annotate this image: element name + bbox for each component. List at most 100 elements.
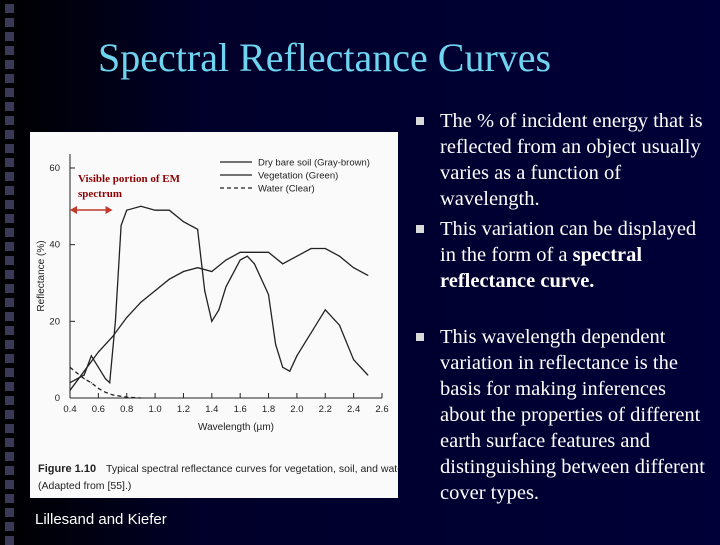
legend-label-3: Water (Clear) <box>258 184 315 195</box>
figure-caption-label: Figure 1.10 <box>38 463 96 475</box>
series-3-point <box>126 396 128 398</box>
figure-caption-source: (Adapted from [55].) <box>38 480 131 492</box>
series-2-point <box>211 320 213 322</box>
series-2-point <box>114 320 116 322</box>
series-2-point <box>267 293 270 296</box>
bullet-marker <box>416 333 424 341</box>
decoration-square <box>5 242 14 251</box>
decoration-square <box>5 382 14 391</box>
bullet-marker <box>416 117 424 125</box>
series-1-point <box>83 370 85 372</box>
series-2-point <box>197 228 199 230</box>
series-1-point <box>367 274 369 276</box>
series-1-point <box>353 267 355 269</box>
series-2-point <box>296 355 298 357</box>
series-1-point <box>182 270 185 273</box>
bullet-text-3: This wavelength dependent variation in r… <box>440 326 705 504</box>
decoration-square <box>5 368 14 377</box>
series-1-point <box>97 351 99 353</box>
x-tick-label: 1.6 <box>234 404 247 415</box>
x-tick-label: 1.2 <box>177 404 190 415</box>
series-1-point <box>126 316 128 319</box>
decoration-square <box>5 18 14 27</box>
series-3-point <box>104 391 107 393</box>
series-3-point <box>76 372 78 374</box>
arrow-head-left <box>70 206 77 214</box>
series-2-point <box>104 378 107 380</box>
decoration-square <box>5 228 14 237</box>
decoration-square <box>5 256 14 265</box>
series-3-point <box>97 387 99 389</box>
decoration-square <box>5 536 14 545</box>
decoration-square <box>5 466 14 475</box>
series-1-point <box>267 251 270 253</box>
arrow-head-right <box>105 206 113 214</box>
bullet-marker <box>416 225 424 233</box>
series-2-point <box>120 224 122 227</box>
series-2-point <box>126 209 128 211</box>
series-2-point <box>140 205 142 207</box>
series-line-2 <box>69 205 369 385</box>
series-2-point <box>353 359 355 361</box>
series-2-point <box>76 378 78 380</box>
series-2-point <box>324 309 326 311</box>
series-1-point <box>296 255 298 257</box>
y-tick-label: 40 <box>49 240 60 251</box>
series-2-point <box>97 366 99 368</box>
bullet-text-1: The % of incident energy that is reflect… <box>440 110 703 210</box>
slide-decoration-strip <box>0 0 22 545</box>
decoration-square <box>5 88 14 97</box>
x-tick-label: 2.0 <box>290 404 303 415</box>
series-1-point <box>197 267 199 269</box>
decoration-square <box>5 494 14 503</box>
decoration-square <box>5 508 14 517</box>
series-1-point <box>154 290 156 292</box>
decoration-square <box>5 270 14 279</box>
series-2-point <box>282 366 284 368</box>
series-1-point <box>310 247 312 250</box>
series-2-point <box>367 374 369 376</box>
series-3-point <box>111 394 114 396</box>
series-2-point <box>275 343 277 345</box>
series-2-point <box>154 209 156 211</box>
decoration-square <box>5 312 14 321</box>
decoration-square <box>5 102 14 111</box>
decoration-square <box>5 46 14 55</box>
series-2-point <box>289 370 291 372</box>
legend-label-1: Dry bare soil (Gray-brown) <box>258 158 370 169</box>
series-2-point <box>182 221 185 223</box>
series-2-point <box>246 255 248 257</box>
series-2-point <box>204 290 206 292</box>
reflectance-chart: 0.4 0.6 0.8 1.0 1.2 1.4 1.6 1.8 2.0 2.2 2.4 2.6 0 20 4… <box>36 154 409 492</box>
legend-label-2: Vegetation (Green) <box>258 171 338 182</box>
decoration-square <box>5 298 14 307</box>
y-axis-label: Reflectance (%) <box>36 240 47 311</box>
decoration-square <box>5 522 14 531</box>
decoration-square <box>5 4 14 13</box>
series-2-point <box>83 374 85 376</box>
series-2-point <box>90 355 92 357</box>
decoration-square <box>5 452 14 461</box>
series-line-3 <box>69 366 141 399</box>
series-2-point <box>168 209 170 211</box>
series-1-point <box>338 255 341 257</box>
decoration-square <box>5 326 14 335</box>
series-1-point <box>69 389 71 391</box>
series-2-point <box>310 332 312 334</box>
image-credit: Lillesand and Kiefer <box>35 511 167 528</box>
y-tick-label: 60 <box>49 163 60 174</box>
decoration-square <box>5 200 14 209</box>
series-2-point <box>253 263 255 265</box>
decoration-square <box>5 74 14 83</box>
series-1-point <box>225 259 227 261</box>
y-tick-label: 0 <box>55 393 60 404</box>
x-tick-label: 2.6 <box>375 404 388 415</box>
decoration-square <box>5 158 14 167</box>
x-tick-label: 1.8 <box>262 404 275 415</box>
series-1-point <box>239 251 241 253</box>
decoration-square <box>5 438 14 447</box>
series-1-point <box>168 278 170 280</box>
x-tick-label: 2.4 <box>347 404 360 415</box>
decoration-square <box>5 410 14 419</box>
x-tick-label: 0.6 <box>92 404 105 415</box>
